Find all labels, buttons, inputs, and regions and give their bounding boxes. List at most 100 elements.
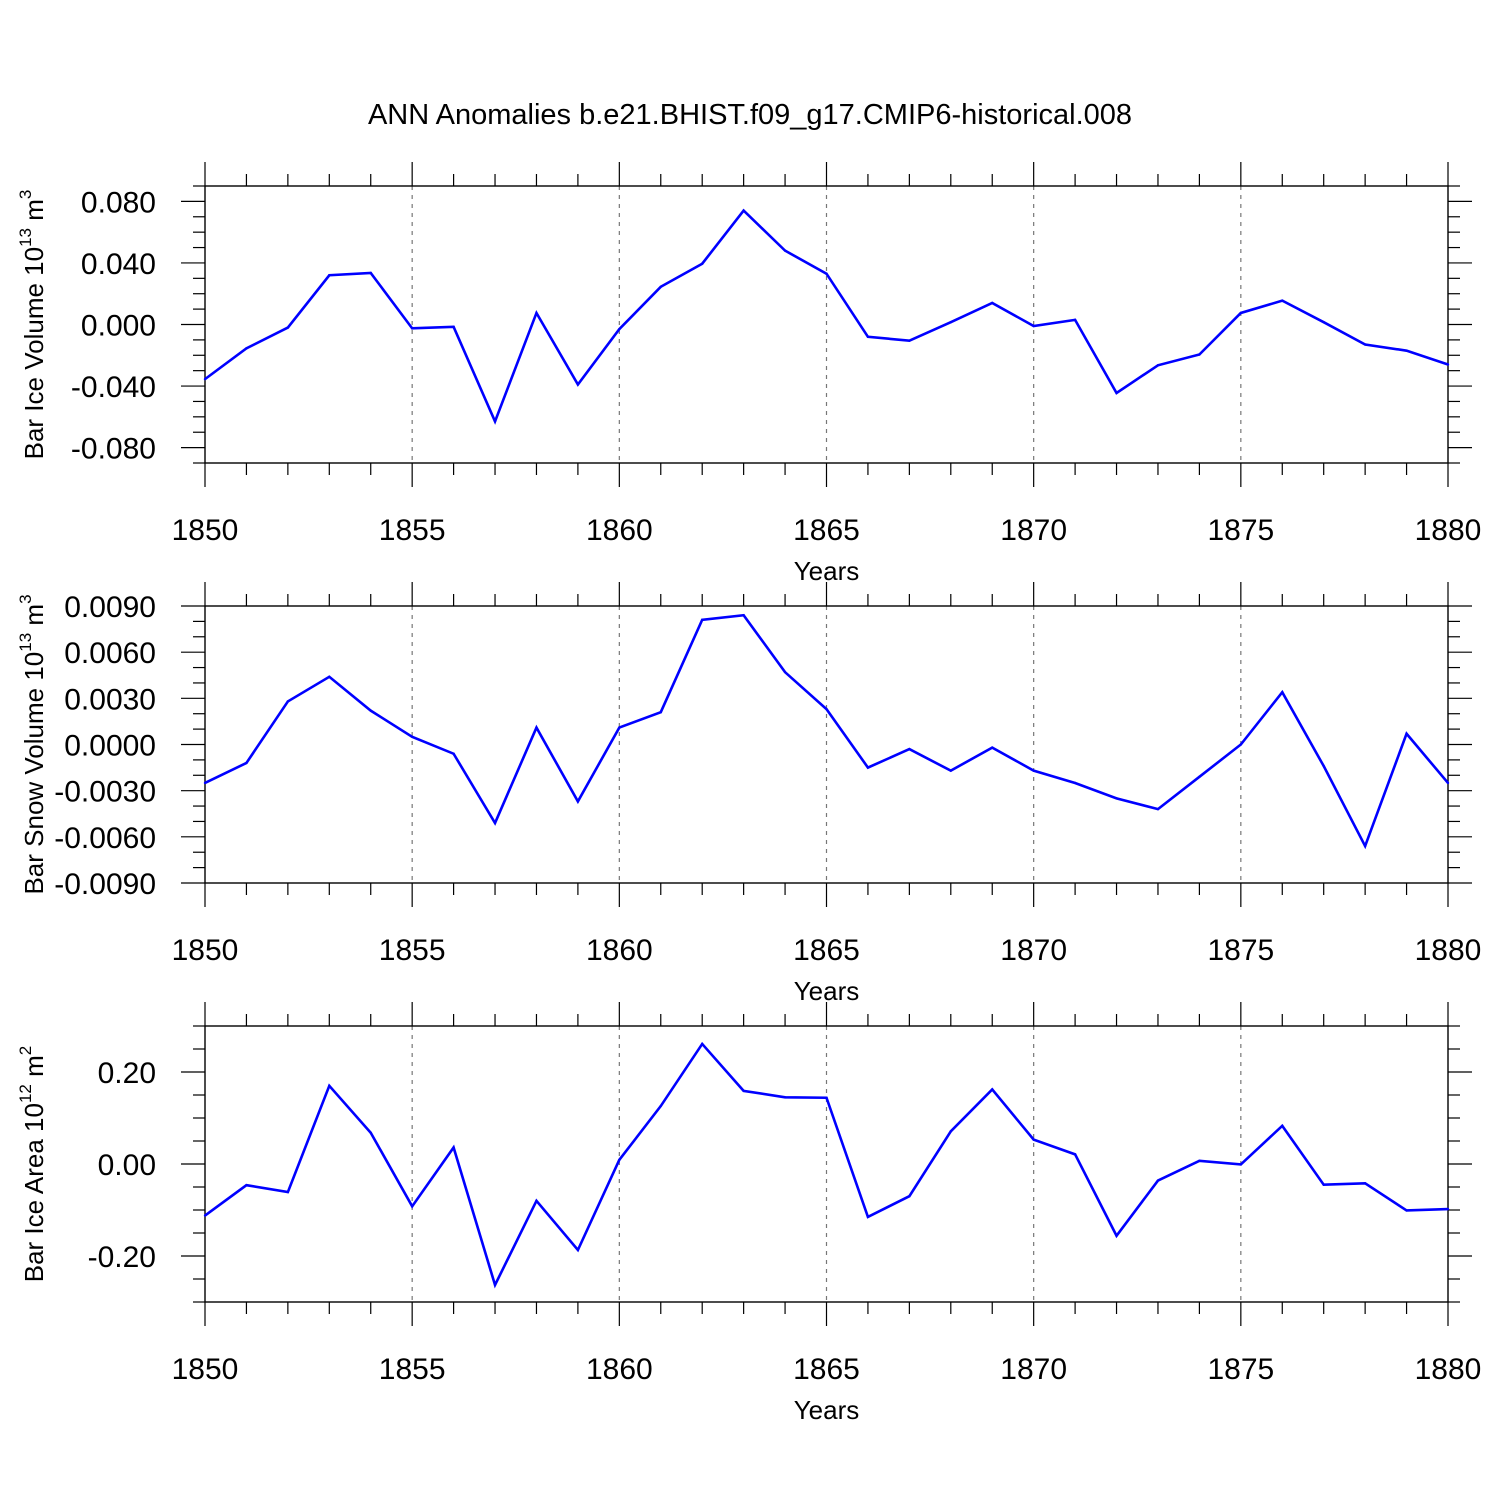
x-tick-label: 1865	[793, 934, 860, 967]
x-tick-label: 1855	[379, 1353, 446, 1386]
data-point	[783, 670, 787, 674]
y-tick-label: 0.0060	[64, 637, 156, 670]
data-point	[825, 707, 828, 711]
data-point	[286, 700, 290, 703]
data-point	[1239, 311, 1243, 315]
data-point	[1032, 1138, 1035, 1141]
y-tick-label: 0.20	[98, 1057, 156, 1090]
data-point	[949, 1130, 952, 1133]
y-axis-title: Bar Ice Area 1012 m2	[16, 1046, 49, 1283]
data-point	[908, 747, 911, 751]
data-point	[576, 383, 580, 386]
series-line	[204, 613, 1449, 850]
x-tick-label: 1875	[1207, 514, 1274, 547]
data-point	[991, 301, 994, 305]
data-point	[452, 1146, 455, 1149]
data-point	[1073, 318, 1077, 322]
data-point	[245, 761, 248, 765]
data-point	[783, 1096, 787, 1099]
data-point	[701, 618, 704, 622]
data-point	[742, 614, 745, 617]
data-point	[1032, 769, 1035, 772]
data-point	[369, 271, 372, 275]
data-point	[410, 735, 414, 739]
y-tick-label: -0.0090	[54, 868, 156, 901]
data-point	[1446, 781, 1450, 785]
x-tick-label: 1855	[379, 934, 446, 967]
data-point	[1446, 363, 1450, 366]
data-point	[245, 347, 248, 350]
x-tick-label: 1860	[586, 934, 653, 967]
data-point	[1363, 1182, 1367, 1185]
data-point	[783, 249, 787, 252]
data-point	[618, 327, 621, 331]
y-tick-label: 0.0030	[64, 683, 156, 716]
data-point	[701, 262, 704, 265]
data-point	[659, 710, 662, 714]
y-tick-label: -0.080	[71, 433, 156, 466]
x-axis-title: Years	[794, 1395, 860, 1425]
data-point	[742, 209, 745, 212]
data-point	[1115, 391, 1118, 395]
data-point	[410, 1205, 414, 1208]
data-point	[1363, 343, 1367, 346]
data-point	[452, 752, 455, 755]
data-point	[1156, 1179, 1160, 1182]
y-axis-title: Bar Ice Volume 1013 m3	[16, 190, 49, 460]
y-axis-title: Bar Snow Volume 1013 m3	[16, 594, 49, 894]
data-point	[328, 675, 331, 678]
data-point	[949, 769, 952, 772]
data-point	[908, 339, 911, 342]
data-point	[908, 1195, 911, 1198]
data-point	[1073, 1153, 1077, 1156]
data-point	[1322, 320, 1325, 324]
x-tick-label: 1865	[793, 514, 860, 547]
data-point	[535, 1199, 538, 1203]
panel-ice-area: 1850 1855 1860 1865 1870 1875 1880 0.20 0.00 -0.2…	[16, 1002, 1481, 1425]
data-point	[328, 1084, 331, 1088]
data-point	[1281, 299, 1284, 302]
data-point	[1405, 349, 1408, 352]
data-point	[203, 1214, 207, 1217]
y-tick-label: 0.00	[98, 1149, 156, 1182]
x-tick-label: 1875	[1207, 934, 1274, 967]
data-point	[618, 1158, 621, 1162]
x-tick-label: 1880	[1415, 934, 1482, 967]
x-tick-label: 1860	[586, 1353, 653, 1386]
y-tick-label: 0.0000	[64, 730, 156, 763]
data-point	[203, 377, 207, 381]
data-point	[1198, 353, 1201, 356]
data-point	[1198, 775, 1201, 779]
data-point	[535, 726, 538, 729]
panel-snow-volume: 1850 1855 1860 1865 1870 1875 1880 0.0090 0.0060…	[16, 582, 1481, 1006]
data-point	[825, 1096, 828, 1099]
x-tick-label: 1855	[379, 514, 446, 547]
figure-title: ANN Anomalies b.e21.BHIST.f09_g17.CMIP6-…	[368, 99, 1132, 131]
data-point	[1405, 1209, 1408, 1212]
y-tick-label: 0.000	[81, 310, 156, 343]
data-point	[410, 327, 414, 330]
data-point	[1115, 1234, 1118, 1237]
data-point	[949, 320, 952, 324]
data-point	[1115, 797, 1118, 800]
data-point	[493, 420, 497, 423]
y-tick-label: 0.0090	[64, 591, 156, 624]
data-point	[1156, 364, 1160, 367]
data-point	[369, 709, 372, 712]
x-tick-label: 1850	[172, 934, 239, 967]
data-point	[659, 1104, 662, 1108]
data-point	[1198, 1159, 1201, 1162]
data-point	[866, 1215, 870, 1219]
data-point	[1156, 807, 1160, 811]
data-point	[535, 311, 538, 315]
data-point	[1239, 1163, 1243, 1166]
x-axis-title: Years	[794, 556, 860, 586]
data-point	[659, 285, 662, 288]
data-point	[991, 746, 994, 749]
x-tick-label: 1850	[172, 1353, 239, 1386]
data-point	[493, 1283, 497, 1287]
data-point	[1073, 781, 1077, 785]
y-tick-label: -0.040	[71, 371, 156, 404]
data-point	[203, 781, 207, 785]
data-point	[1281, 1124, 1284, 1128]
